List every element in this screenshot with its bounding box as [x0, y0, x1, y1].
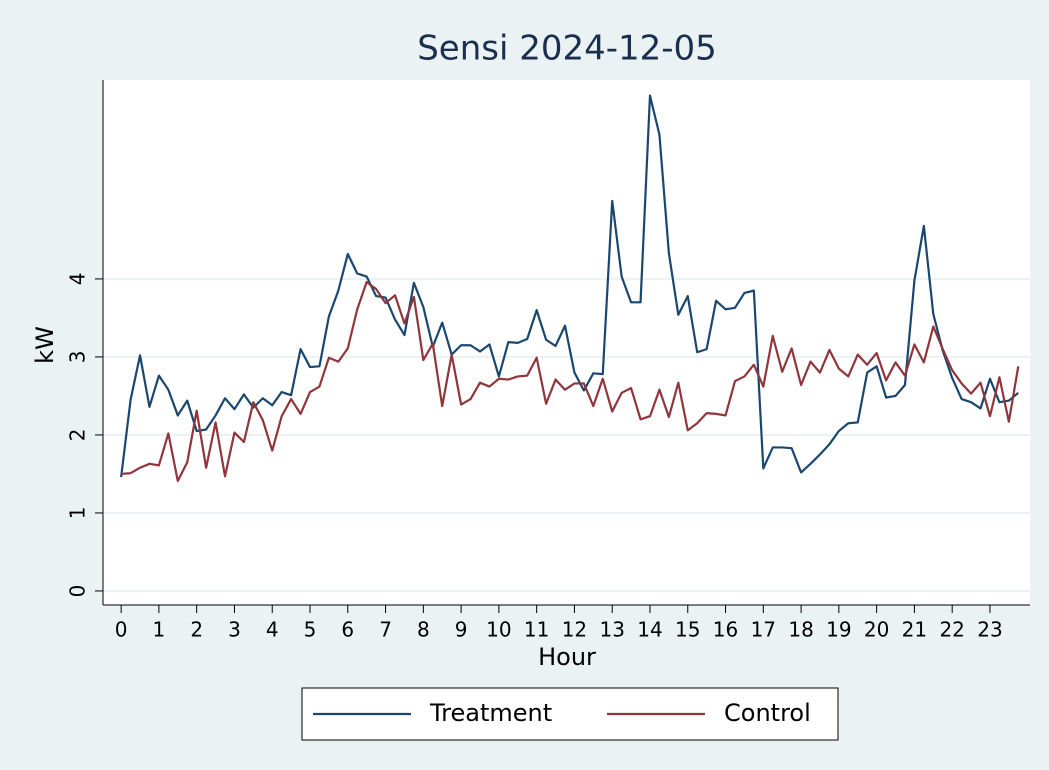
x-tick-label: 4	[266, 618, 279, 642]
y-tick-label: 1	[66, 507, 90, 520]
x-tick-label: 14	[637, 618, 662, 642]
x-tick-label: 23	[977, 618, 1002, 642]
x-tick-label: 2	[190, 618, 203, 642]
plot-area	[103, 80, 1030, 605]
x-tick-label: 10	[486, 618, 511, 642]
x-tick-label: 11	[524, 618, 549, 642]
series-line	[121, 280, 1020, 483]
y-tick-label: 0	[66, 585, 90, 598]
x-tick-label: 0	[115, 618, 128, 642]
y-tick-label: 3	[66, 351, 90, 364]
x-tick-label: 19	[826, 618, 851, 642]
x-tick-label: 13	[599, 618, 624, 642]
x-tick-label: 3	[228, 618, 241, 642]
x-tick-label: 8	[417, 618, 430, 642]
x-tick-label: 17	[751, 618, 776, 642]
y-tick-label: 2	[66, 429, 90, 442]
x-tick-label: 9	[455, 618, 468, 642]
x-tick-label: 20	[864, 618, 889, 642]
legend-label: Treatment	[429, 699, 552, 727]
series-line	[120, 94, 1019, 478]
x-axis-label: Hour	[538, 643, 596, 671]
x-tick-label: 5	[304, 618, 317, 642]
x-tick-label: 12	[562, 618, 587, 642]
legend-label: Control	[724, 699, 811, 727]
x-tick-label: 15	[675, 618, 700, 642]
x-tick-label: 7	[379, 618, 392, 642]
x-tick-label: 16	[713, 618, 738, 642]
y-axis-label: kW	[31, 326, 59, 364]
x-tick-label: 1	[153, 618, 166, 642]
x-tick-label: 21	[902, 618, 927, 642]
chart-title: Sensi 2024-12-05	[417, 29, 717, 69]
x-tick-label: 6	[341, 618, 354, 642]
x-tick-label: 18	[788, 618, 813, 642]
x-tick-label: 22	[939, 618, 964, 642]
y-tick-label: 4	[66, 273, 90, 286]
